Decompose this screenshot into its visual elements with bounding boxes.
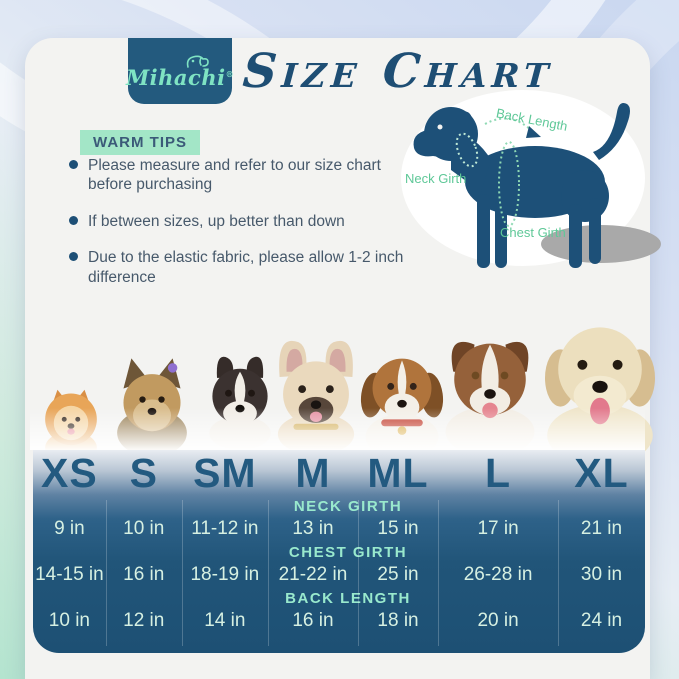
table-cell: 10 in	[123, 518, 165, 539]
column-divider	[558, 500, 560, 646]
table-cell: 9 in	[54, 518, 85, 539]
brand-logo: Mihachi®	[125, 38, 235, 104]
size-label: XS	[41, 450, 98, 496]
column-divider	[105, 500, 107, 646]
registered-mark: ®	[225, 68, 235, 79]
mihachi-dog-doodle-icon	[186, 55, 209, 68]
table-cell: 21 in	[580, 518, 623, 539]
size-label: S	[129, 450, 158, 496]
table-cell: 26-28 in	[463, 564, 533, 585]
size-label: XL	[574, 450, 629, 496]
bullet-icon	[69, 252, 78, 262]
chest-girth-line	[498, 141, 520, 227]
column-divider	[438, 500, 440, 646]
bullet-icon	[69, 215, 78, 225]
size-header-row: XS S SM M ML L XL	[33, 450, 645, 496]
size-label: M	[295, 450, 331, 496]
tip-text: Due to the elastic fabric, please allow …	[88, 249, 404, 286]
table-cell: 13 in	[292, 518, 334, 539]
tip-item: If between sizes, up better than down	[65, 212, 405, 231]
table-cell: 15 in	[377, 518, 419, 539]
arrow-icon	[526, 126, 541, 138]
table-cell: 12 in	[123, 610, 165, 631]
neck-girth-row: 9 in 10 in 11-12 in 13 in 15 in 17 in 21…	[33, 516, 645, 542]
size-label: ML	[367, 450, 429, 496]
size-label: SM	[193, 450, 257, 496]
brand-name: Mihachi®	[125, 64, 235, 90]
column-divider	[357, 500, 359, 646]
group-header-chest-girth: CHEST GIRTH	[288, 544, 408, 561]
photo-fade-overlay	[30, 408, 645, 450]
content-card: Mihachi® Size Chart WARM TIPS Please mea…	[25, 38, 661, 679]
table-cell: 18 in	[377, 610, 419, 631]
table-cell: 30 in	[580, 564, 623, 585]
table-cell: 16 in	[123, 564, 165, 585]
neck-girth-line	[455, 132, 479, 168]
chest-girth-row: 14-15 in 16 in 18-19 in 21-22 in 25 in 2…	[33, 562, 645, 588]
group-header-neck-girth: NECK GIRTH	[293, 498, 403, 515]
group-header-back-length: BACK LENGTH	[285, 590, 411, 607]
tip-text: If between sizes, up better than down	[88, 212, 345, 230]
back-length-row: 10 in 12 in 14 in 16 in 18 in 20 in 24 i…	[33, 608, 645, 634]
size-table: XS S SM M ML L XL NECK GIRTH 9 in 10 in …	[33, 450, 645, 653]
table-cell: 14 in	[204, 610, 246, 631]
table-cell: 10 in	[48, 610, 90, 631]
table-cell: 25 in	[377, 564, 419, 585]
table-cell: 20 in	[477, 610, 519, 631]
tip-text: Please measure and refer to our size cha…	[88, 157, 381, 194]
table-cell: 18-19 in	[190, 564, 260, 585]
warm-tips-list: Please measure and refer to our size cha…	[65, 156, 405, 304]
table-cell: 11-12 in	[191, 518, 259, 539]
measurement-diagram: Back Length Neck Girth Chest Girth	[393, 86, 665, 278]
table-cell: 21-22 in	[278, 564, 348, 585]
tip-item: Please measure and refer to our size cha…	[65, 156, 405, 195]
table-cell: 14-15 in	[35, 564, 104, 585]
table-cell: 17 in	[477, 518, 519, 539]
column-divider	[181, 500, 183, 646]
dog-silhouette	[413, 103, 630, 268]
table-cell: 24 in	[580, 610, 623, 631]
column-divider	[268, 500, 269, 646]
neck-girth-label: Neck Girth	[405, 171, 466, 186]
tip-item: Due to the elastic fabric, please allow …	[65, 248, 405, 287]
size-label: L	[485, 450, 512, 496]
back-length-line	[484, 117, 534, 133]
bullet-icon	[69, 160, 78, 169]
table-cell: 16 in	[292, 610, 334, 631]
warm-tips-badge: WARM TIPS	[80, 130, 200, 155]
chest-girth-label: Chest Girth	[500, 225, 566, 240]
